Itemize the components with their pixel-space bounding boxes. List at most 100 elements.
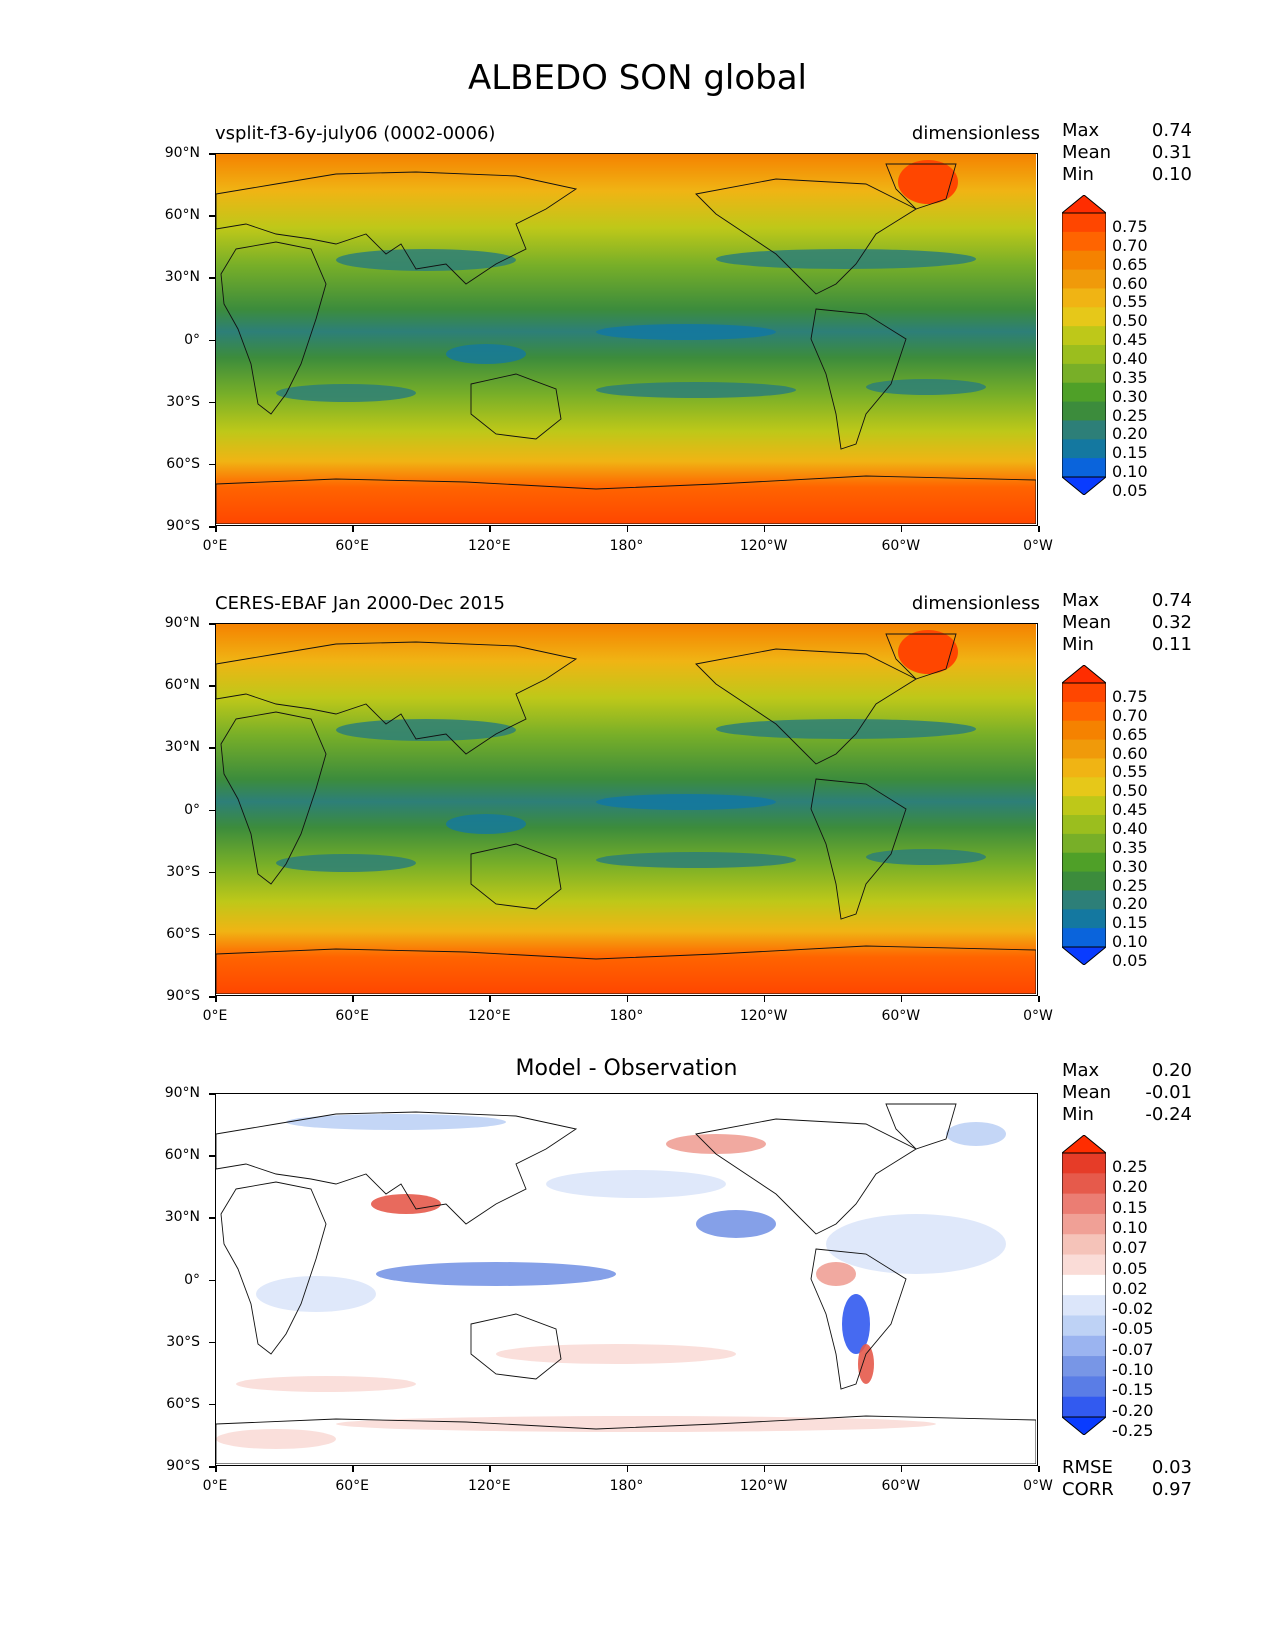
coastline (220, 711, 327, 885)
stat-row: Max 0.20 (1062, 1060, 1192, 1082)
lon-tick-mark (763, 996, 766, 1002)
lon-tick-mark (1038, 1466, 1040, 1472)
colorbar (1060, 664, 1108, 966)
colorbar-tick-label: 0.02 (1112, 1278, 1148, 1298)
lat-tick-label: 60°S (166, 925, 200, 942)
difference-anomaly (666, 1134, 766, 1154)
colorbar-tick-label: 0.15 (1112, 913, 1148, 933)
map-svg (216, 1094, 1036, 1464)
colorbar-band (1062, 758, 1106, 778)
coastline (885, 1103, 957, 1150)
lon-tick-label: 60°E (335, 1008, 369, 1024)
colorbar-band (1062, 909, 1106, 929)
low-albedo-region (336, 249, 516, 271)
stat-row: Min 0.11 (1062, 634, 1192, 656)
coastline (470, 373, 562, 440)
colorbar-band (1062, 739, 1106, 759)
colorbar-tick-label: 0.20 (1112, 1177, 1148, 1197)
colorbar-band (1062, 796, 1106, 816)
colorbar-band (1062, 1153, 1106, 1174)
lat-tick-mark (209, 1279, 215, 1281)
colorbar-band (1062, 852, 1106, 873)
panel-units: dimensionless (911, 123, 1040, 144)
lat-tick-label: 60°N (164, 207, 200, 224)
colorbar-tick-label: -0.02 (1112, 1299, 1154, 1319)
colorbar-tick-label: 0.50 (1112, 781, 1148, 801)
colorbar-tick-label: 0.05 (1112, 1258, 1148, 1278)
colorbar-tick-label: 0.50 (1112, 311, 1148, 331)
colorbar-band (1062, 1295, 1106, 1316)
colorbar-tick-label: 0.75 (1112, 687, 1148, 706)
colorbar-band (1062, 231, 1106, 252)
stat-value: 0.97 (1151, 1479, 1192, 1500)
colorbar-band (1062, 1315, 1106, 1337)
lon-tick-label: 0°E (202, 1478, 228, 1494)
lat-tick-label: 60°N (164, 1147, 200, 1164)
lat-tick-label: 90°N (164, 615, 200, 631)
colorbar-extend-max (1060, 194, 1108, 214)
lat-tick-label: 90°S (166, 1458, 200, 1474)
coastline (220, 241, 327, 415)
difference-anomaly (216, 1429, 336, 1449)
stat-row: Mean 0.31 (1062, 142, 1192, 164)
lat-tick-mark (209, 277, 215, 279)
colorbar-tick-label: 0.25 (1112, 875, 1148, 895)
stat-label: Mean (1062, 142, 1112, 163)
map-plot (215, 1093, 1038, 1466)
lat-tick-label: 30°S (166, 393, 200, 410)
lon-tick-mark (489, 996, 491, 1002)
stat-label: Max (1062, 120, 1100, 141)
colorbar-band (1062, 1234, 1106, 1256)
high-albedo-region (898, 630, 958, 674)
colorbar-band (1062, 213, 1106, 233)
colorbar-tick-label: 0.05 (1112, 481, 1148, 500)
low-albedo-region (866, 849, 986, 865)
lon-tick-label: 60°E (335, 538, 369, 554)
lon-tick-mark (626, 1466, 628, 1472)
lon-tick-label: 60°W (881, 1008, 921, 1024)
colorbar-band (1062, 401, 1106, 421)
lat-tick-mark (209, 1155, 215, 1157)
colorbar-band (1062, 250, 1106, 271)
lat-tick-mark (209, 809, 215, 811)
lon-tick-label: 0°E (202, 1008, 228, 1024)
stat-row: Min 0.10 (1062, 164, 1192, 186)
colorbar-band (1062, 307, 1106, 327)
stat-label: CORR (1062, 1479, 1114, 1500)
coastline (885, 633, 957, 680)
colorbar-tick-label: 0.30 (1112, 386, 1148, 406)
difference-anomaly (858, 1344, 874, 1384)
lon-tick-mark (763, 1466, 766, 1472)
low-albedo-region (596, 794, 776, 810)
lat-tick-label: 0° (184, 1271, 200, 1288)
colorbar-extend-min (1060, 1416, 1108, 1436)
stat-row: Max 0.74 (1062, 590, 1192, 612)
colorbar-band (1062, 1396, 1106, 1418)
lat-tick-mark (209, 623, 215, 625)
low-albedo-region (596, 382, 796, 398)
colorbar-band (1062, 1376, 1106, 1398)
coastline (695, 178, 917, 295)
coastline (810, 1248, 907, 1390)
stat-row: CORR 0.97 (1062, 1479, 1192, 1501)
lat-tick-label: 30°N (164, 739, 200, 756)
stat-label: Min (1062, 634, 1094, 655)
lat-tick-mark (209, 1403, 215, 1406)
lat-tick-mark (209, 215, 215, 217)
lat-tick-label: 30°N (164, 269, 200, 286)
stat-label: Min (1062, 1104, 1094, 1125)
lon-tick-mark (1038, 996, 1040, 1002)
coastline (810, 308, 907, 450)
colorbar-tick-label: 0.10 (1112, 1217, 1148, 1237)
colorbar-tick-label: 0.20 (1112, 894, 1148, 914)
stats-box: Max 0.20 Mean -0.01 Min -0.24 (1062, 1060, 1192, 1126)
coastline (695, 1118, 917, 1235)
colorbar-tick-label: 0.30 (1112, 856, 1148, 876)
colorbar-tick-label: 0.55 (1112, 762, 1148, 782)
stats-box: Max 0.74 Mean 0.31 Min 0.10 (1062, 120, 1192, 186)
colorbar-tick-label: 0.75 (1112, 217, 1148, 236)
colorbar-band (1062, 815, 1106, 835)
low-albedo-region (596, 324, 776, 340)
stat-value: 0.10 (1151, 164, 1192, 185)
low-albedo-region (716, 719, 976, 739)
